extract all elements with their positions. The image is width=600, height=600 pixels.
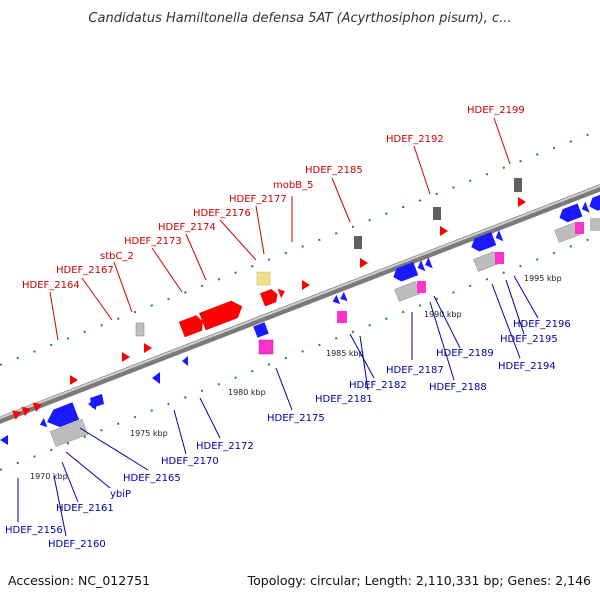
gene-marker (433, 207, 441, 220)
gene-label-hdef-2187[interactable]: HDEF_2187 (386, 365, 444, 376)
gene-arrow (277, 288, 285, 299)
scale-label: 1980 kbp (228, 388, 266, 397)
gene-label-hdef-2199[interactable]: HDEF_2199 (467, 105, 525, 116)
gene-block-pink (258, 339, 274, 355)
gene-arrow (332, 294, 341, 305)
gene-label-ybip[interactable]: ybiP (110, 489, 131, 500)
accession-text: Accession: NC_012751 (8, 573, 150, 588)
gene-label-hdef-2182[interactable]: HDEF_2182 (349, 380, 407, 391)
gene-arrow (340, 291, 348, 302)
gene-arrow (302, 280, 310, 290)
top-leader-lines (49, 117, 511, 341)
gene-label-hdef-2167[interactable]: HDEF_2167 (56, 265, 114, 276)
gene-block (393, 262, 419, 282)
gene-arrow (360, 258, 368, 268)
gene-label-hdef-2194[interactable]: HDEF_2194 (498, 361, 556, 372)
gene-label-hdef-2156[interactable]: HDEF_2156 (5, 525, 63, 536)
gene-arrow (518, 197, 526, 207)
gene-red-pair (260, 288, 285, 307)
scale-label: 1975 kbp (130, 429, 168, 438)
gene-block (589, 194, 600, 211)
topology-text: Topology: circular; Length: 2,110,331 bp… (247, 573, 591, 588)
gene-label-hdef-2170[interactable]: HDEF_2170 (161, 456, 219, 467)
gene-blue-cluster-2 (332, 291, 348, 305)
gene-arrow (32, 402, 42, 412)
gene-block-pink (495, 252, 504, 264)
gene-arrow (0, 435, 8, 445)
gene-blue-cluster-5 (559, 194, 600, 223)
genome-backbone (0, 184, 600, 424)
gene-marker (514, 178, 522, 192)
gene-red-large (178, 300, 243, 338)
gene-red-cluster-left (12, 402, 42, 420)
gene-block-gray (394, 281, 421, 302)
gene-block (178, 315, 203, 338)
gene-label-hdef-2188[interactable]: HDEF_2188 (429, 382, 487, 393)
gene-block (260, 289, 278, 307)
top-gene-labels: HDEF_2164 HDEF_2167 stbC_2 HDEF_2173 HDE… (22, 105, 525, 291)
gene-block-gray (473, 251, 500, 272)
gene-arrow (39, 417, 48, 428)
gene-block (253, 322, 269, 338)
gene-label-mobb-5[interactable]: mobB_5 (273, 180, 313, 191)
gene-label-hdef-2192[interactable]: HDEF_2192 (386, 134, 444, 145)
gene-arrow (182, 356, 188, 366)
scale-label: 1985 kbp (326, 349, 364, 358)
gene-label-hdef-2172[interactable]: HDEF_2172 (196, 441, 254, 452)
gene-block-gray (590, 218, 600, 231)
gene-marker (256, 271, 271, 286)
backbone-highlight (0, 184, 600, 420)
gene-label-hdef-2173[interactable]: HDEF_2173 (124, 236, 182, 247)
gene-block (471, 232, 497, 252)
outer-tick-track (0, 129, 600, 366)
gene-block (90, 394, 104, 408)
gene-arrow (122, 352, 130, 362)
gene-label-hdef-2160[interactable]: HDEF_2160 (48, 539, 106, 550)
gene-arrow (581, 201, 590, 213)
gene-label-hdef-2165[interactable]: HDEF_2165 (123, 473, 181, 484)
gene-label-hdef-2185[interactable]: HDEF_2185 (305, 165, 363, 176)
gene-block (199, 300, 243, 331)
gene-block-pink (337, 311, 347, 323)
gene-blue-cluster-3 (393, 257, 433, 282)
gene-block-pink (417, 281, 426, 293)
bottom-gene-labels: HDEF_2156 HDEF_2160 HDEF_2161 ybiP HDEF_… (5, 319, 571, 550)
gene-arrow (152, 372, 160, 384)
gene-label-hdef-2164[interactable]: HDEF_2164 (22, 280, 80, 291)
gene-blue-cluster-1 (39, 402, 80, 428)
gene-arrow (417, 260, 426, 272)
gene-arrow (144, 343, 152, 353)
gene-arrow (495, 230, 504, 242)
gene-label-hdef-2175[interactable]: HDEF_2175 (267, 413, 325, 424)
gene-label-hdef-2196[interactable]: HDEF_2196 (513, 319, 571, 330)
gene-arrow (21, 406, 31, 417)
gene-label-hdef-2161[interactable]: HDEF_2161 (56, 503, 114, 514)
gene-arrow (12, 410, 22, 420)
backbone-line (0, 184, 600, 424)
gene-label-hdef-2195[interactable]: HDEF_2195 (500, 334, 558, 345)
gene-arrow (70, 375, 78, 385)
gene-block (559, 203, 583, 223)
gene-block-pink (575, 222, 584, 234)
gene-marker (135, 322, 145, 337)
gene-label-stbc-2[interactable]: stbC_2 (100, 251, 134, 262)
gene-label-hdef-2176[interactable]: HDEF_2176 (193, 208, 251, 219)
gene-arrow (440, 226, 448, 236)
gene-label-hdef-2177[interactable]: HDEF_2177 (229, 194, 287, 205)
gene-arrow (425, 257, 433, 269)
gene-label-hdef-2181[interactable]: HDEF_2181 (315, 394, 373, 405)
gene-blue-cluster-4 (471, 230, 504, 252)
gene-label-hdef-2174[interactable]: HDEF_2174 (158, 222, 216, 233)
map-title: Candidatus Hamiltonella defensa 5AT (Acy… (88, 11, 511, 26)
gene-label-hdef-2189[interactable]: HDEF_2189 (436, 348, 494, 359)
gene-block-gray (49, 419, 89, 447)
gene-marker (354, 236, 362, 249)
bottom-leader-lines (17, 275, 539, 537)
scale-label: 1970 kbp (30, 472, 68, 481)
scale-label: 1995 kbp (524, 274, 562, 283)
gene-block (47, 402, 80, 427)
